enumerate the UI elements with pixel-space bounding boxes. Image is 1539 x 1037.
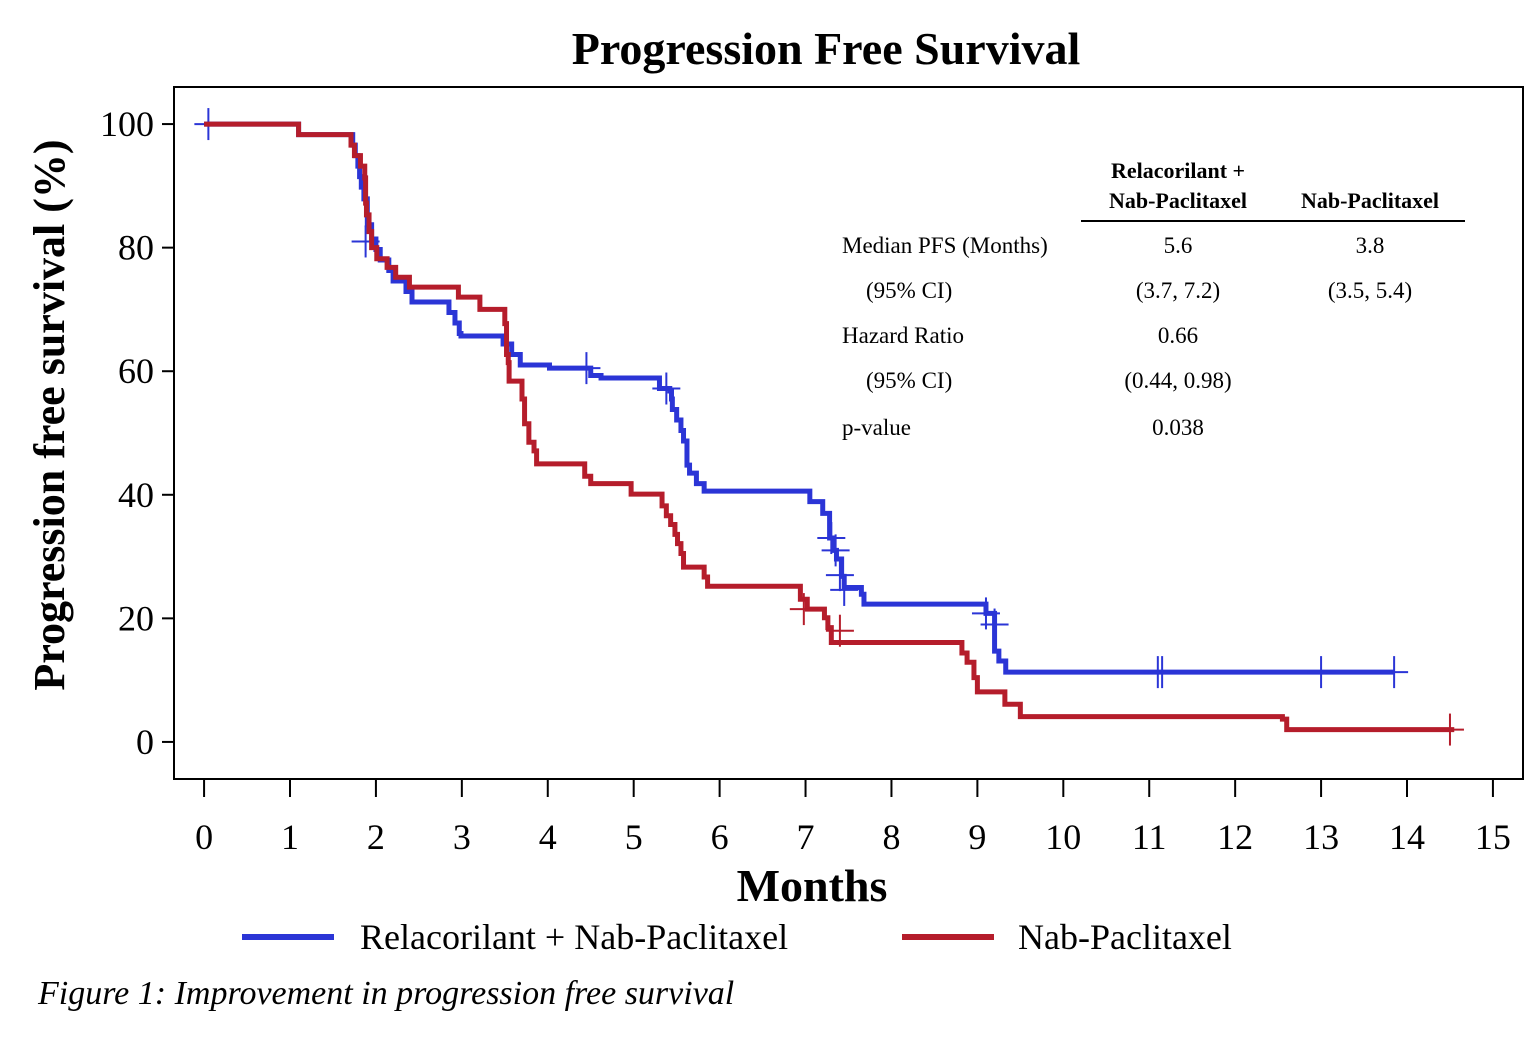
- table-cell: 5.6: [1164, 233, 1193, 258]
- table-cell: (3.7, 7.2): [1136, 278, 1220, 303]
- x-tick-label: 2: [367, 817, 385, 857]
- x-tick-label: 12: [1217, 817, 1253, 857]
- y-tick-label: 100: [100, 104, 154, 144]
- x-tick-label: 3: [453, 817, 471, 857]
- x-tick-label: 9: [968, 817, 986, 857]
- table-row-label: (95% CI): [866, 278, 952, 303]
- x-tick-label: 13: [1303, 817, 1339, 857]
- y-tick-label: 60: [118, 351, 154, 391]
- y-tick-label: 0: [136, 722, 154, 762]
- chart-title: Progression Free Survival: [572, 23, 1081, 74]
- x-tick-label: 10: [1045, 817, 1081, 857]
- figure-caption: Figure 1: Improvement in progression fre…: [37, 975, 734, 1012]
- legend-label-nab-paclitaxel: Nab-Paclitaxel: [1018, 917, 1232, 957]
- table-header-col2: Nab-Paclitaxel: [1301, 188, 1439, 213]
- x-tick-label: 11: [1132, 817, 1167, 857]
- legend-label-relacorilant: Relacorilant + Nab-Paclitaxel: [360, 917, 788, 957]
- x-tick-label: 7: [797, 817, 815, 857]
- x-axis: 0 1 2 3 4 5 6 7 8 9 10 11 12 13 14 15: [195, 779, 1511, 857]
- y-tick-label: 40: [118, 475, 154, 515]
- x-tick-label: 14: [1389, 817, 1425, 857]
- table-cell: (3.5, 5.4): [1328, 278, 1412, 303]
- x-tick-label: 4: [539, 817, 557, 857]
- y-axis-label: Progression free survival (%): [25, 139, 74, 690]
- x-tick-label: 15: [1475, 817, 1511, 857]
- plot-frame: [173, 86, 1524, 780]
- y-tick-label: 20: [118, 598, 154, 638]
- x-tick-label: 6: [711, 817, 729, 857]
- y-tick-label: 80: [118, 228, 154, 268]
- x-tick-label: 8: [882, 817, 900, 857]
- x-tick-label: 5: [625, 817, 643, 857]
- table-cell: 3.8: [1356, 233, 1385, 258]
- table-header-col1-line1: Relacorilant +: [1111, 158, 1245, 183]
- table-row-label: Hazard Ratio: [842, 323, 964, 348]
- x-axis-label: Months: [737, 860, 888, 911]
- series-line-1: [204, 121, 1455, 733]
- table-header-col1-line2: Nab-Paclitaxel: [1109, 188, 1247, 213]
- table-cell: 0.66: [1158, 323, 1198, 348]
- x-tick-label: 0: [195, 817, 213, 857]
- stats-table: Relacorilant + Nab-Paclitaxel Nab-Paclit…: [842, 158, 1465, 440]
- table-row-label: (95% CI): [866, 368, 952, 393]
- table-cell: (0.44, 0.98): [1124, 368, 1231, 393]
- table-row-label: p-value: [842, 415, 911, 440]
- legend: Relacorilant + Nab-Paclitaxel Nab-Paclit…: [242, 917, 1232, 957]
- x-tick-label: 1: [281, 817, 299, 857]
- table-row-label: Median PFS (Months): [842, 233, 1048, 258]
- y-axis: 0 20 40 60 80 100: [100, 104, 174, 762]
- series-layer: [194, 108, 1464, 746]
- table-cell: 0.038: [1152, 415, 1204, 440]
